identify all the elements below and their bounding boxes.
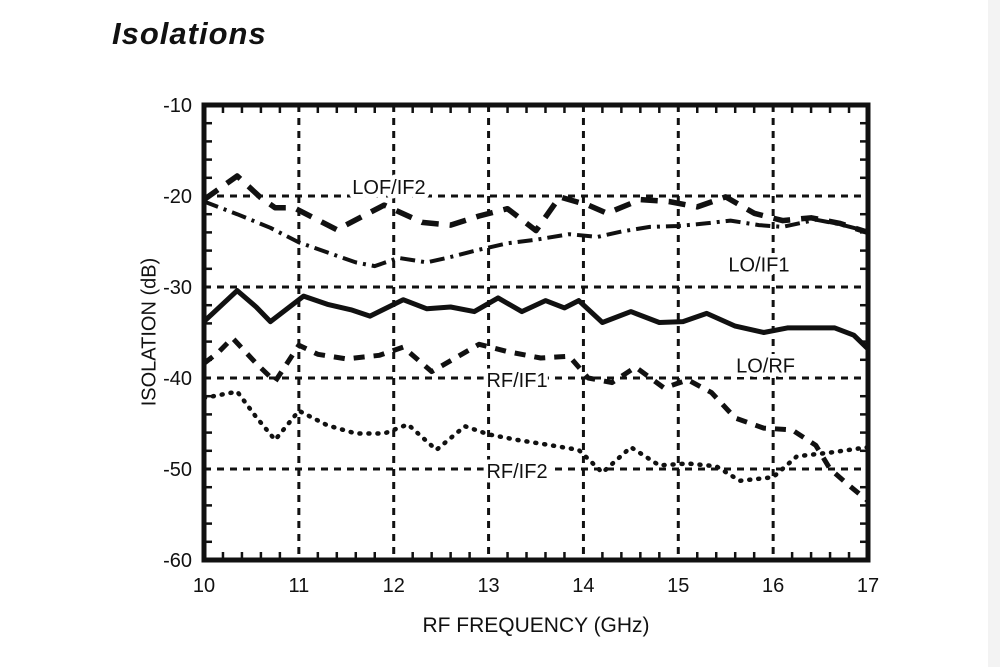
y-tick-label--50: -50 <box>163 459 192 481</box>
x-tick-label-13: 13 <box>477 575 499 597</box>
chart-title: Isolations <box>112 16 267 51</box>
curve-label-lo-if1: LO/IF1 <box>728 254 789 276</box>
plot-frame <box>201 102 871 563</box>
series-rf-if2 <box>201 389 871 484</box>
x-tick-label-10: 10 <box>193 575 215 597</box>
curve-label-rf-if1: RF/IF1 <box>486 370 547 392</box>
y-tick-label--30: -30 <box>163 277 192 299</box>
curve-label-rf-if2: RF/IF2 <box>486 461 547 483</box>
series-lo-if1 <box>203 199 869 269</box>
scan-artifact-strip <box>988 0 1000 667</box>
series-rf-if1 <box>202 335 870 503</box>
x-axis-title: RF FREQUENCY (GHz) <box>422 614 650 637</box>
x-tick-label-12: 12 <box>383 575 405 597</box>
y-tick-label--10: -10 <box>163 95 192 117</box>
curve-label-lo-rf: LO/RF <box>736 355 795 377</box>
x-tick-label-17: 17 <box>857 575 879 597</box>
series-lo-rf <box>202 288 870 351</box>
series-lof-if2 <box>202 173 869 236</box>
x-tick-label-11: 11 <box>288 575 309 597</box>
y-tick-label--40: -40 <box>163 368 192 390</box>
y-tick-label--60: -60 <box>163 550 192 572</box>
x-tick-label-15: 15 <box>667 575 689 597</box>
y-tick-label--20: -20 <box>163 186 192 208</box>
curve-label-lof-if2: LOF/IF2 <box>352 177 425 199</box>
x-tick-label-14: 14 <box>572 575 594 597</box>
x-tick-label-16: 16 <box>762 575 784 597</box>
